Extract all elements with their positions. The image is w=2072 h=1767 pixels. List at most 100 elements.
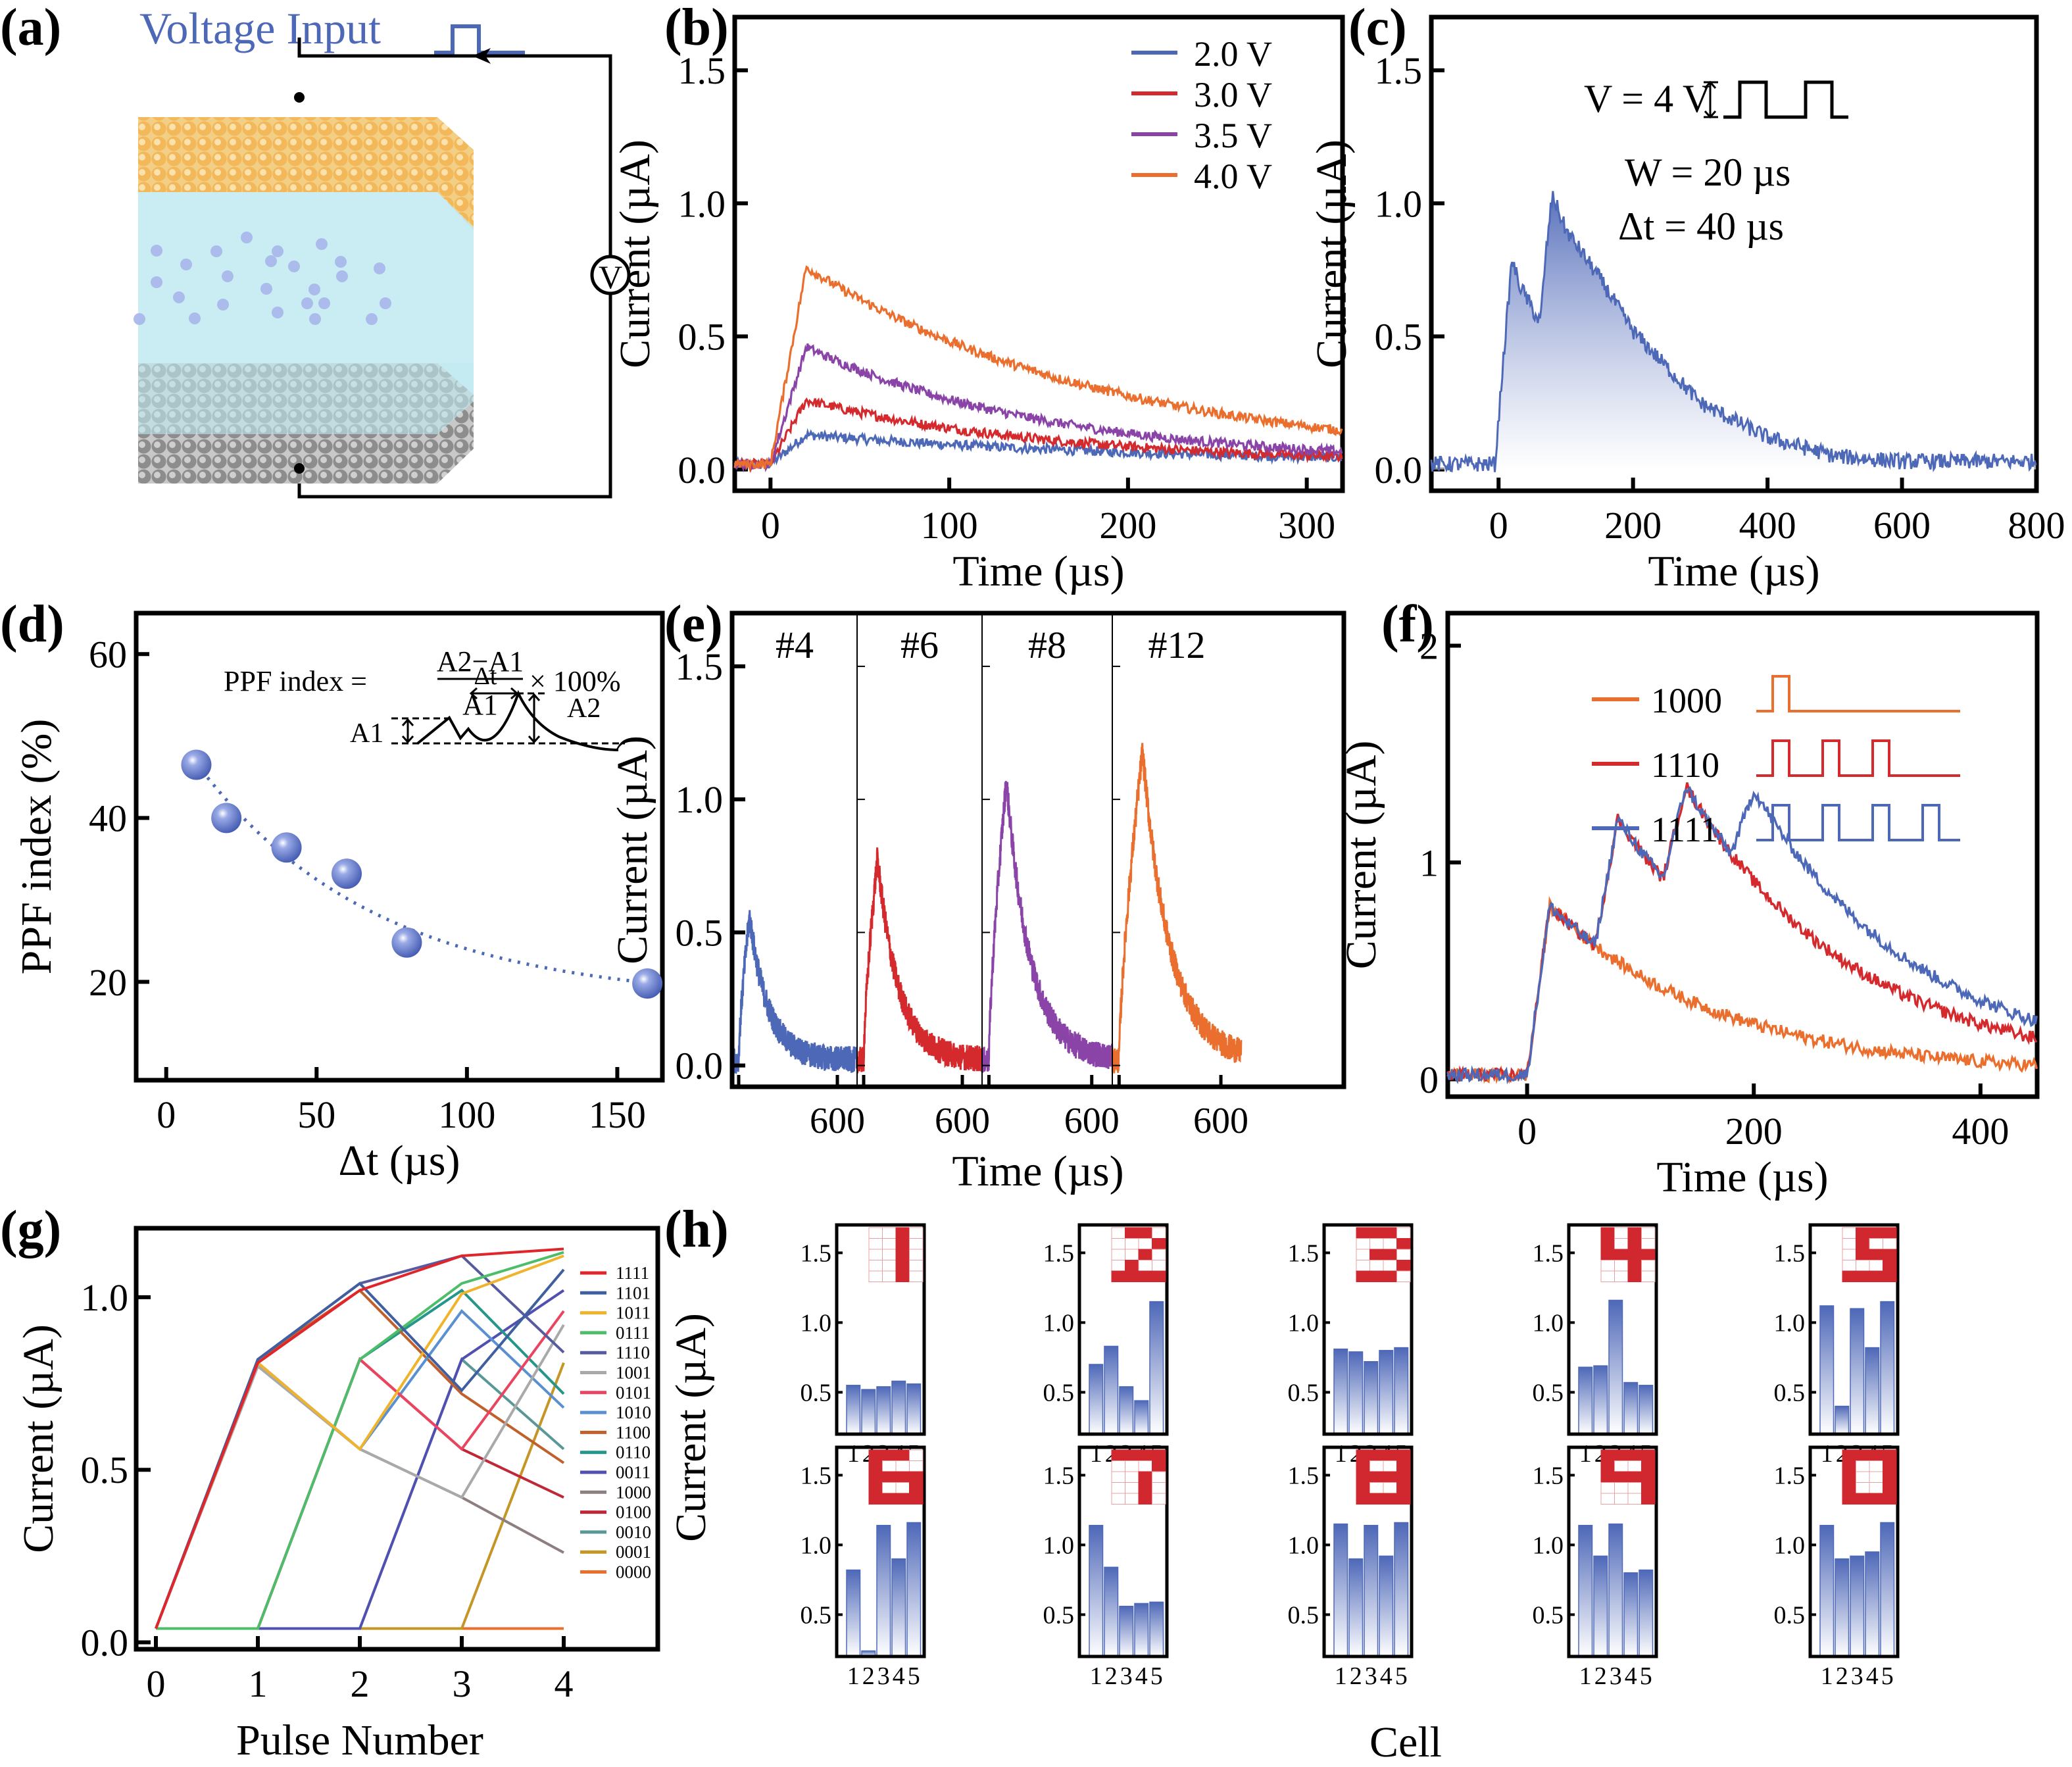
subpanel-label: #4	[776, 624, 814, 666]
x-tick-label: 800	[2008, 504, 2065, 547]
annotation-interval: Δt = 40 µs	[1618, 205, 1784, 248]
legend-label: 1101	[616, 1283, 651, 1303]
pattern-pixel-on	[895, 1238, 910, 1250]
x-tick-label: 1	[249, 1662, 268, 1705]
x-axis-label: Time (µs)	[1648, 547, 1819, 595]
subplot-frame	[1567, 1223, 1658, 1436]
pattern-pixel-off	[1152, 1227, 1166, 1239]
legend-label: 1111	[1651, 810, 1718, 849]
pattern-pixel-on	[1627, 1449, 1642, 1461]
pattern-pixel-off	[1614, 1238, 1629, 1250]
x-tick-label: 0	[761, 504, 780, 547]
digit-pattern-5	[1842, 1227, 1897, 1282]
legend-label: 1001	[616, 1363, 651, 1383]
pattern-pixel-on	[1883, 1249, 1897, 1260]
pattern-pixel-on	[1869, 1493, 1883, 1505]
pattern-pixel-on	[1641, 1482, 1656, 1494]
subpanel-n8: #8 600	[981, 613, 1120, 1141]
x-axis-label: Time (µs)	[952, 547, 1124, 595]
bar-cell-3	[1608, 1299, 1623, 1435]
series-line-1110	[155, 1254, 565, 1630]
series-line-1111	[1446, 785, 2038, 1085]
y-tick-label: 1.5	[676, 645, 724, 688]
ion-particle	[335, 256, 347, 268]
ppf-schematic-curve	[416, 689, 619, 751]
a1-arrow-icon	[401, 718, 414, 744]
subplot-frame	[1808, 1223, 1900, 1436]
y-tick-label: 0.5	[1043, 1379, 1075, 1406]
y-axis-label: PPF index (%)	[12, 719, 61, 975]
top-contact-dot	[294, 92, 305, 103]
subpanel-trace	[1111, 743, 1243, 1074]
x-tick-label: 2	[1594, 1662, 1607, 1690]
pattern-pixel-off	[1641, 1227, 1656, 1239]
y-axis-label: Current (µA)	[608, 735, 656, 964]
pattern-pixel-off	[1627, 1493, 1642, 1505]
x-tick-label: 400	[1952, 1110, 2009, 1153]
digit-pattern-2	[1111, 1227, 1166, 1282]
pattern-pixel-off	[1383, 1260, 1397, 1272]
y-tick-label: 0.5	[1533, 1601, 1564, 1629]
pattern-pixel-off	[1138, 1238, 1152, 1250]
data-point	[271, 832, 302, 863]
x-axis-label: Time (µs)	[952, 1147, 1123, 1195]
pattern-pixel-on	[1383, 1471, 1397, 1483]
pattern-pixel-off	[1383, 1482, 1397, 1494]
pattern-pixel-off	[909, 1449, 924, 1461]
series-line-3-0-V	[734, 397, 1343, 473]
pattern-pixel-on	[1641, 1493, 1656, 1505]
ion-particle	[272, 307, 284, 318]
ion-particle	[316, 238, 328, 250]
y-tick-label: 0.5	[1375, 316, 1423, 359]
pattern-pixel-on	[1842, 1471, 1856, 1483]
x-tick-label: 200	[1099, 504, 1156, 547]
x-tick-label: 1	[1090, 1662, 1102, 1690]
pattern-pixel-off	[1856, 1471, 1870, 1483]
bar-subplot-digit-7: 1 2 3 4 5 0.5 1.0 1.5	[1043, 1445, 1169, 1690]
pattern-pixel-on	[1111, 1449, 1125, 1461]
pattern-pixel-on	[1627, 1260, 1642, 1272]
y-tick-label: 0.5	[801, 1379, 832, 1406]
pattern-pixel-off	[1111, 1460, 1125, 1472]
x-tick-label: 4	[1135, 1662, 1148, 1690]
y-tick-label: 1.0	[1288, 1531, 1320, 1559]
pattern-pixel-off	[1627, 1482, 1642, 1494]
ion-particle	[210, 245, 222, 257]
pattern-pixel-off	[1396, 1227, 1411, 1239]
digit-pattern-9	[1600, 1449, 1656, 1505]
bar-cell-2	[1104, 1566, 1119, 1657]
pattern-pixel-off	[868, 1270, 883, 1282]
y-tick-label: 0.0	[678, 449, 726, 491]
pattern-pixel-off	[1627, 1460, 1642, 1472]
panel-label-d: (d)	[0, 595, 64, 653]
x-tick-label: 600	[1064, 1101, 1120, 1141]
series-line-1001	[155, 1324, 565, 1630]
panel-g-chart: 0.0 0.5 1.0 0 1 2 3 4 Pulse Number Current (µA) 11…	[14, 1226, 660, 1764]
y-tick-label: 0.5	[801, 1601, 832, 1629]
y-tick-label: 1.0	[1533, 1309, 1564, 1337]
dt-arrow-icon	[469, 687, 519, 700]
bar-cell-2	[1348, 1558, 1364, 1657]
x-axis-label: Time (µs)	[1656, 1153, 1828, 1201]
series-line-paired-pulse	[1430, 191, 2037, 473]
pattern-pixel-on	[1600, 1471, 1615, 1483]
y-tick-label: 1.5	[801, 1239, 832, 1267]
area-fill	[1431, 191, 2036, 472]
subplot-frame	[1567, 1445, 1658, 1658]
x-tick-label: 4	[1380, 1662, 1393, 1690]
pattern-pixel-on	[1856, 1449, 1870, 1461]
pattern-pixel-off	[909, 1260, 924, 1272]
legend-label: 3.5 V	[1194, 116, 1272, 155]
pattern-pixel-on	[1396, 1449, 1411, 1461]
pattern-pixel-on	[868, 1460, 883, 1472]
ion-particle	[222, 270, 234, 282]
y-tick-label: 0.5	[1043, 1601, 1075, 1629]
bar-cell-1	[846, 1385, 861, 1435]
pattern-pixel-on	[882, 1449, 897, 1461]
x-axis-label: Pulse Number	[236, 1716, 483, 1764]
pattern-pixel-on	[1356, 1227, 1370, 1239]
pattern-pixel-on	[1369, 1449, 1384, 1461]
series-line-4-0-V	[733, 265, 1343, 473]
pattern-pixel-on	[1856, 1238, 1870, 1250]
pattern-pixel-off	[1152, 1260, 1166, 1272]
